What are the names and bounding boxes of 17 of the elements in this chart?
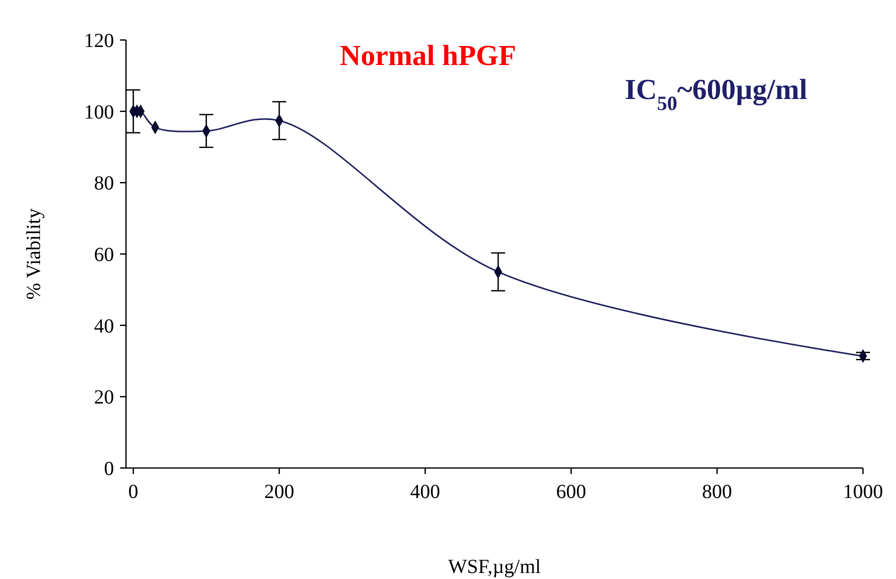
x-tick-label: 400: [410, 481, 440, 503]
y-tick-label: 20: [94, 386, 114, 409]
y-tick-label: 120: [84, 30, 114, 52]
x-tick-label: 1000: [843, 481, 883, 503]
chart-title: Normal hPGF: [340, 40, 516, 72]
y-tick-label: 80: [94, 172, 114, 195]
annotation: IC$_{50}$~600µg/ml: [624, 74, 808, 115]
x-tick-label: 0: [128, 481, 138, 503]
y-tick-label: 60: [94, 244, 114, 266]
y-tick-label: 40: [94, 315, 114, 338]
x-axis-title: WSF,µg/ml: [448, 556, 542, 578]
x-tick-label: 600: [556, 481, 586, 503]
y-tick-label: 0: [104, 458, 114, 480]
y-tick-label: 100: [84, 101, 114, 124]
x-tick-label: 200: [264, 481, 294, 503]
x-tick-label: 800: [702, 481, 732, 503]
y-axis-title: % Viability: [23, 208, 45, 300]
